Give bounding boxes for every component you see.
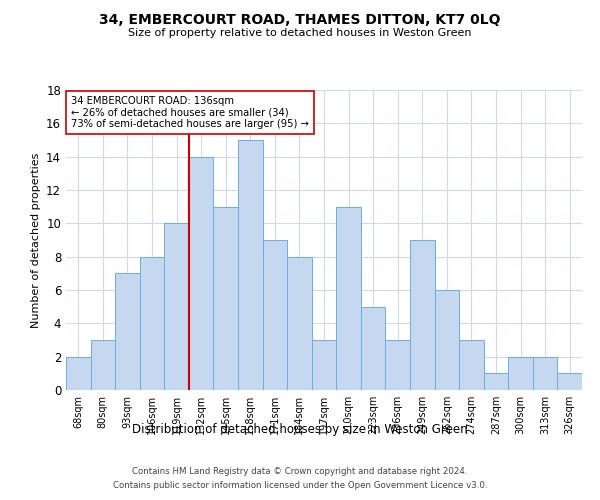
Bar (214, 206, 238, 390)
Bar (312, 340, 336, 390)
Y-axis label: Number of detached properties: Number of detached properties (31, 152, 41, 328)
Bar (533, 356, 557, 390)
Bar (459, 340, 484, 390)
Text: Distribution of detached houses by size in Weston Green: Distribution of detached houses by size … (132, 422, 468, 436)
Bar (410, 240, 434, 390)
Bar (287, 256, 312, 390)
Bar (91, 340, 115, 390)
Bar (508, 356, 533, 390)
Bar (164, 224, 189, 390)
Bar (140, 256, 164, 390)
Bar (336, 206, 361, 390)
Text: Contains HM Land Registry data © Crown copyright and database right 2024.: Contains HM Land Registry data © Crown c… (132, 468, 468, 476)
Bar (238, 140, 263, 390)
Bar (434, 290, 459, 390)
Text: Contains public sector information licensed under the Open Government Licence v3: Contains public sector information licen… (113, 481, 487, 490)
Bar (263, 240, 287, 390)
Text: Size of property relative to detached houses in Weston Green: Size of property relative to detached ho… (128, 28, 472, 38)
Bar (557, 374, 582, 390)
Text: 34 EMBERCOURT ROAD: 136sqm
← 26% of detached houses are smaller (34)
73% of semi: 34 EMBERCOURT ROAD: 136sqm ← 26% of deta… (71, 96, 309, 129)
Bar (66, 356, 91, 390)
Text: 34, EMBERCOURT ROAD, THAMES DITTON, KT7 0LQ: 34, EMBERCOURT ROAD, THAMES DITTON, KT7 … (99, 12, 501, 26)
Bar (484, 374, 508, 390)
Bar (361, 306, 385, 390)
Bar (385, 340, 410, 390)
Bar (189, 156, 214, 390)
Bar (115, 274, 140, 390)
